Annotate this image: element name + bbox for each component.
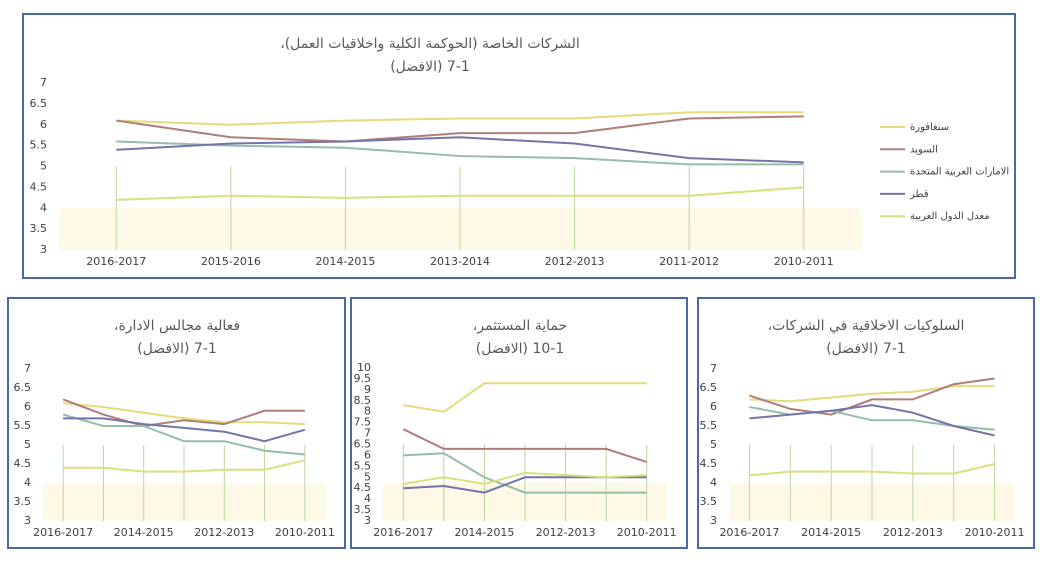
chart-subtitle: 7-1 (الافضل): [826, 341, 906, 357]
legend-label: الامارات العربية المتحدة: [910, 167, 1009, 178]
x-tick-label: 2010-2011: [617, 526, 677, 539]
chart-subtitle: 10-1 (الافضل): [476, 341, 564, 357]
y-tick-label: 4: [40, 201, 47, 214]
y-tick-label: 6.5: [14, 381, 32, 394]
series-line: [116, 115, 804, 143]
y-tick-label: 7.5: [354, 416, 372, 429]
y-tick-label: 7: [40, 76, 47, 89]
y-tick-label: 5: [364, 470, 371, 483]
y-tick-label: 6: [364, 448, 371, 461]
legend-label: معدل الدول العربية: [910, 211, 990, 222]
y-tick-label: 5.5: [700, 419, 718, 432]
series-line: [403, 382, 647, 413]
y-tick-label: 5: [24, 438, 31, 451]
y-tick-label: 5.5: [14, 419, 32, 432]
x-tick-label: 2012-2013: [883, 526, 943, 539]
x-tick-label: 2011-2012: [659, 255, 719, 268]
series-line: [402, 428, 648, 463]
y-tick-label: 6: [710, 400, 717, 413]
x-tick-label: 2016-2017: [719, 526, 779, 539]
series-line: [116, 111, 804, 126]
chart-title: فعالية مجالس الادارة،: [114, 318, 240, 334]
series-line: [63, 417, 306, 443]
series-line: [749, 463, 995, 477]
y-tick-label: 4: [710, 476, 717, 489]
series-line: [749, 404, 995, 437]
y-tick-label: 3: [24, 514, 31, 527]
x-tick-label: 2016-2017: [86, 255, 146, 268]
chart-subtitle: 7-1 (الافضل): [137, 341, 217, 357]
x-tick-label: 2014-2015: [801, 526, 861, 539]
y-tick-label: 8.5: [354, 394, 372, 407]
y-tick-label: 10: [357, 361, 371, 374]
x-tick-label: 2012-2013: [545, 255, 605, 268]
y-tick-label: 4.5: [700, 457, 718, 470]
y-tick-label: 3: [710, 514, 717, 527]
y-tick-label: 3: [364, 514, 371, 527]
y-tick-label: 4.5: [30, 180, 48, 193]
y-tick-label: 6: [24, 400, 31, 413]
y-tick-label: 7: [24, 362, 31, 375]
x-tick-label: 2010-2011: [275, 526, 335, 539]
legend-label: قطر: [909, 189, 929, 200]
legend-label: سنغافورة: [910, 122, 949, 133]
series-line: [749, 377, 995, 416]
x-tick-label: 2012-2013: [536, 526, 596, 539]
y-tick-label: 3.5: [30, 222, 48, 235]
y-tick-label: 5.5: [30, 139, 48, 152]
x-tick-label: 2013-2014: [430, 255, 490, 268]
y-tick-label: 5: [40, 160, 47, 173]
series-line: [403, 452, 647, 494]
y-tick-label: 4: [364, 492, 371, 505]
y-tick-label: 3: [40, 243, 47, 256]
x-tick-label: 2010-2011: [965, 526, 1025, 539]
y-tick-label: 9.5: [354, 372, 372, 385]
y-tick-label: 9: [364, 383, 371, 396]
y-tick-label: 4: [24, 476, 31, 489]
y-tick-label: 7: [364, 427, 371, 440]
x-tick-label: 2016-2017: [33, 526, 93, 539]
series-line: [403, 471, 647, 485]
series-line: [749, 385, 995, 403]
chart-title: الشركات الخاصة (الحوكمة الكلية واخلاقيات…: [280, 36, 580, 52]
y-tick-label: 7: [710, 362, 717, 375]
y-tick-label: 4.5: [354, 481, 372, 494]
x-tick-label: 2014-2015: [114, 526, 174, 539]
series-line: [116, 140, 804, 166]
x-tick-label: 2016-2017: [373, 526, 433, 539]
y-tick-label: 6.5: [700, 381, 718, 394]
y-tick-label: 5: [710, 438, 717, 451]
legend-label: السويد: [910, 144, 938, 155]
series-line: [63, 402, 305, 426]
x-tick-label: 2014-2015: [454, 526, 514, 539]
x-tick-label: 2015-2016: [201, 255, 261, 268]
y-tick-label: 6.5: [354, 438, 372, 451]
chart-title: حماية المستثمر،: [473, 318, 567, 334]
y-tick-label: 3.5: [354, 503, 372, 516]
chart-title: السلوكيات الاخلاقية في الشركات،: [768, 318, 965, 334]
y-tick-label: 3.5: [14, 495, 32, 508]
series-line: [116, 186, 804, 201]
series-line: [62, 398, 305, 428]
x-tick-label: 2012-2013: [194, 526, 254, 539]
y-tick-label: 3.5: [700, 495, 718, 508]
series-line: [62, 413, 305, 456]
y-tick-label: 6: [40, 118, 47, 131]
y-tick-label: 5.5: [354, 459, 372, 472]
y-tick-label: 4.5: [14, 457, 32, 470]
chart-subtitle: 7-1 (الافضل): [390, 59, 470, 75]
series-line: [116, 136, 804, 164]
x-tick-label: 2010-2011: [774, 255, 834, 268]
x-tick-label: 2014-2015: [315, 255, 375, 268]
y-tick-label: 6.5: [30, 97, 48, 110]
y-tick-label: 8: [364, 405, 371, 418]
series-line: [63, 459, 306, 473]
